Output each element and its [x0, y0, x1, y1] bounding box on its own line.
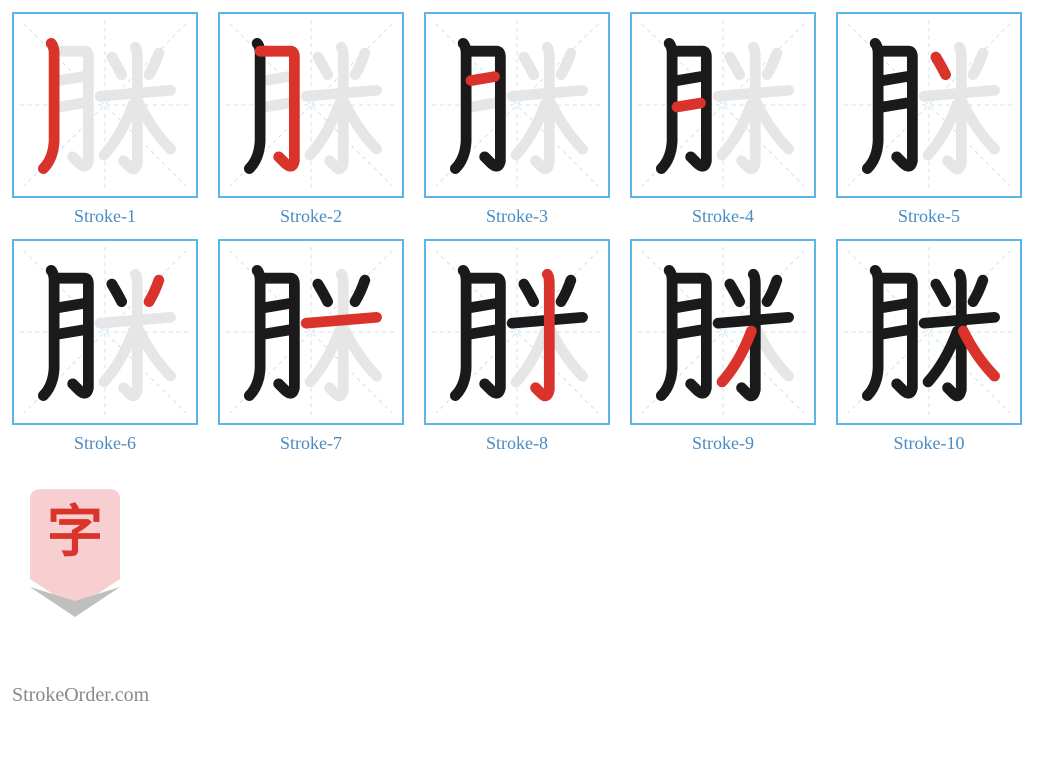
stroke-cell-2: Stroke-2 — [218, 12, 404, 227]
stroke-caption: Stroke-5 — [898, 206, 960, 227]
site-logo-icon: 字 — [20, 489, 130, 629]
stroke-cell-5: Stroke-5 — [836, 12, 1022, 227]
character-glyph — [838, 14, 1020, 196]
stroke-panel — [630, 239, 816, 425]
attribution-text: StrokeOrder.com — [12, 684, 1038, 707]
stroke-cell-9: Stroke-9 — [630, 239, 816, 454]
stroke-caption: Stroke-2 — [280, 206, 342, 227]
stroke-cell-3: Stroke-3 — [424, 12, 610, 227]
character-glyph — [220, 14, 402, 196]
character-glyph — [632, 14, 814, 196]
logo-panel: 字 — [12, 466, 198, 652]
stroke-caption: Stroke-3 — [486, 206, 548, 227]
stroke-caption: Stroke-8 — [486, 433, 548, 454]
stroke-panel — [12, 12, 198, 198]
stroke-panel — [836, 239, 1022, 425]
stroke-panel — [12, 239, 198, 425]
stroke-panel — [424, 12, 610, 198]
character-glyph — [220, 241, 402, 423]
stroke-caption: Stroke-1 — [74, 206, 136, 227]
stroke-cell-10: Stroke-10 — [836, 239, 1022, 454]
stroke-caption: Stroke-9 — [692, 433, 754, 454]
stroke-cell-8: Stroke-8 — [424, 239, 610, 454]
character-glyph — [14, 14, 196, 196]
character-glyph — [14, 241, 196, 423]
stroke-cell-6: Stroke-6 — [12, 239, 198, 454]
character-glyph — [632, 241, 814, 423]
stroke-caption: Stroke-4 — [692, 206, 754, 227]
stroke-panel — [836, 12, 1022, 198]
svg-text:字: 字 — [47, 500, 103, 563]
stroke-panel — [218, 12, 404, 198]
stroke-cell-1: Stroke-1 — [12, 12, 198, 227]
stroke-cell-7: Stroke-7 — [218, 239, 404, 454]
logo-cell: 字 — [12, 466, 198, 652]
stroke-panel — [218, 239, 404, 425]
character-glyph — [426, 14, 608, 196]
stroke-grid: Stroke-1 Stroke-2 Stroke-3 Stroke-4 — [12, 12, 1038, 652]
stroke-caption: Stroke-7 — [280, 433, 342, 454]
character-glyph — [426, 241, 608, 423]
stroke-caption: Stroke-10 — [894, 433, 965, 454]
stroke-panel — [424, 239, 610, 425]
character-glyph — [838, 241, 1020, 423]
stroke-cell-4: Stroke-4 — [630, 12, 816, 227]
stroke-caption: Stroke-6 — [74, 433, 136, 454]
stroke-panel — [630, 12, 816, 198]
